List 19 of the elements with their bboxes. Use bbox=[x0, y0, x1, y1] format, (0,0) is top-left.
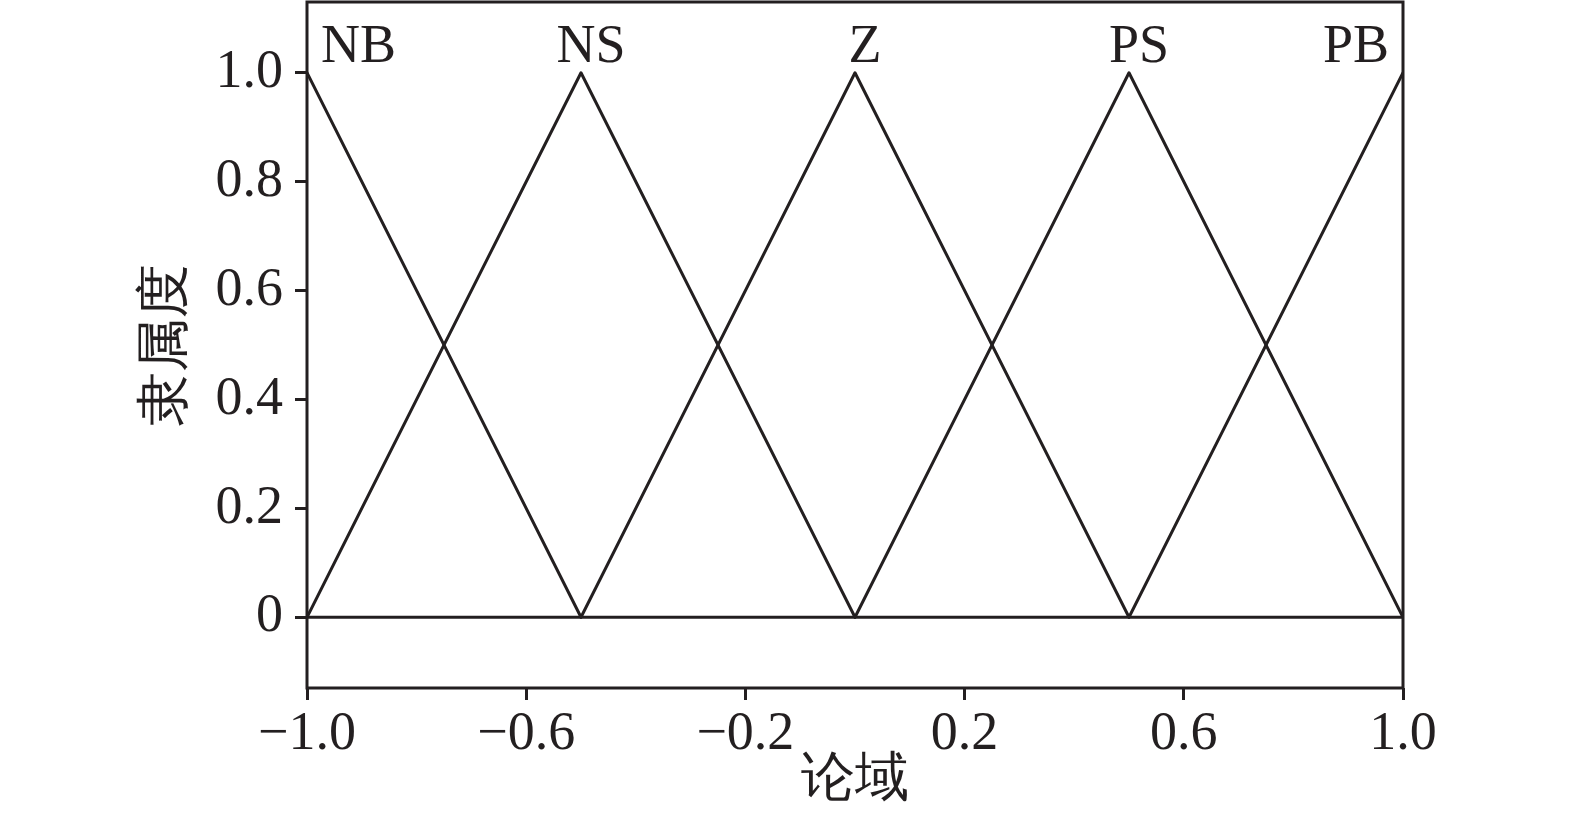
x-tick-label: 0.2 bbox=[930, 700, 999, 761]
y-tick-label: 0.8 bbox=[215, 147, 283, 208]
x-tick-label: −1.0 bbox=[258, 700, 356, 761]
x-axis-title: 论域 bbox=[801, 746, 909, 807]
y-tick-label: 0.6 bbox=[215, 256, 283, 317]
y-axis-title: 隶属度 bbox=[132, 264, 193, 426]
series-label: Z bbox=[848, 13, 882, 74]
series-label: NS bbox=[556, 13, 626, 74]
y-tick-label: 1.0 bbox=[215, 38, 283, 99]
x-tick-label: 1.0 bbox=[1369, 700, 1437, 761]
x-tick-label: −0.6 bbox=[477, 700, 576, 761]
x-tick-label: 0.6 bbox=[1150, 700, 1218, 761]
series-label: PB bbox=[1322, 13, 1390, 74]
y-tick-label: 0 bbox=[256, 583, 283, 644]
y-tick-label: 0.2 bbox=[215, 474, 283, 535]
series-label: NB bbox=[321, 13, 397, 74]
x-tick-label: −0.2 bbox=[696, 700, 795, 761]
y-tick-label: 0.4 bbox=[215, 365, 283, 426]
series-label: PS bbox=[1108, 13, 1170, 74]
